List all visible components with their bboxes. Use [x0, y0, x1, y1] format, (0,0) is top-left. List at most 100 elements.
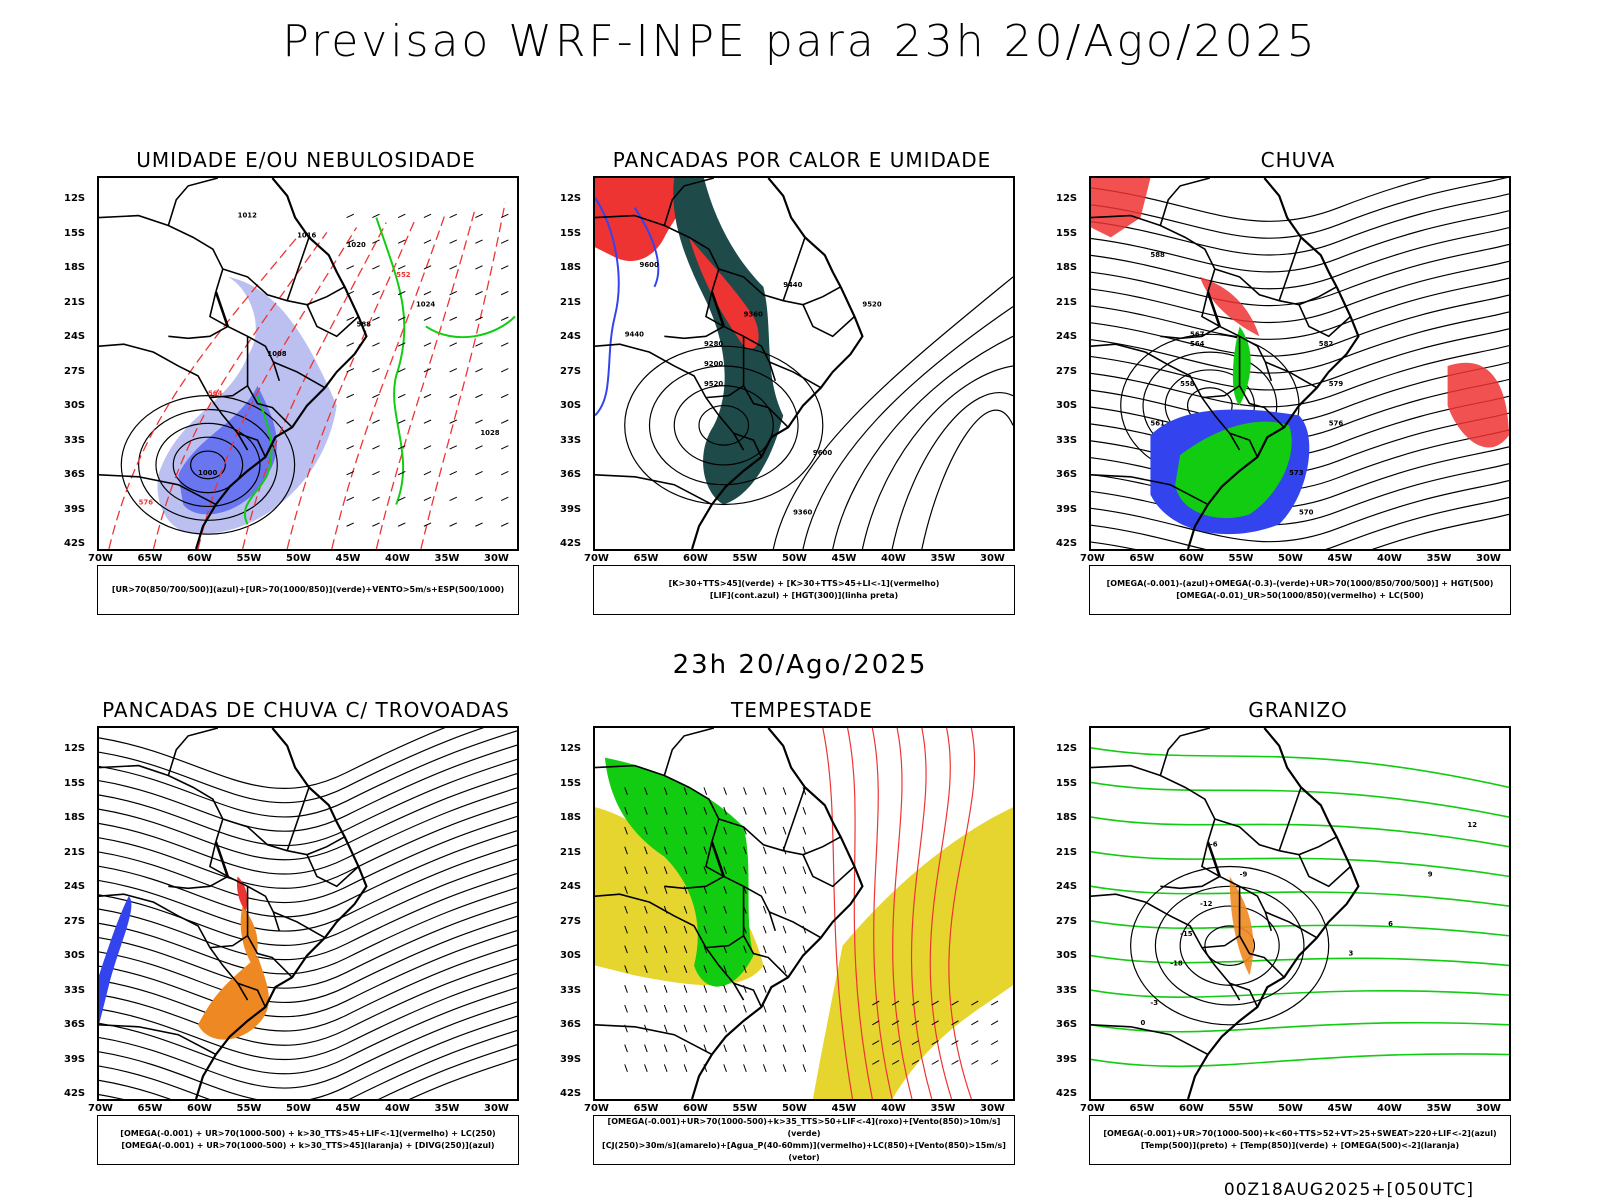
- lat-tick-label: 42S: [560, 538, 582, 549]
- contour-label: 1000: [198, 469, 217, 477]
- wind-vector: [723, 1044, 727, 1053]
- lon-tick-label: 55W: [236, 1103, 262, 1114]
- wind-vector: [644, 826, 648, 835]
- wind-vector: [500, 239, 509, 244]
- wind-vector: [762, 886, 767, 894]
- streamline: [99, 773, 517, 861]
- contour-label: 3: [1349, 950, 1354, 958]
- lat-tick-label: 12S: [560, 193, 582, 204]
- wind-vector: [762, 925, 767, 934]
- state-border: [1298, 854, 1352, 888]
- temperature-850-contour: [1091, 781, 1509, 818]
- lon-tick-label: 70W: [88, 553, 113, 564]
- geopotential-contour: [772, 276, 1013, 549]
- wind-vector: [723, 965, 727, 974]
- contour-label: 1028: [480, 429, 499, 437]
- state-border: [167, 178, 219, 226]
- streamline: [1091, 210, 1509, 273]
- streamline: [99, 1044, 517, 1099]
- streamline: [1091, 496, 1509, 549]
- lat-tick-label: 21S: [64, 296, 86, 308]
- wind-vector: [475, 368, 483, 373]
- temperature-850-contour: [1091, 954, 1509, 967]
- contour-label: -15: [1180, 930, 1193, 938]
- state-border: [222, 268, 346, 306]
- lon-tick-label: 65W: [1129, 1103, 1155, 1114]
- wind-vector: [743, 1044, 747, 1053]
- wind-vector: [372, 316, 380, 321]
- lon-tick-label: 60W: [1179, 553, 1204, 564]
- legend-line-1: [OMEGA(-0.001)-(azul)+OMEGA(-0.3)-(verde…: [1106, 579, 1494, 588]
- thickness-line: [375, 207, 477, 549]
- wind-vector: [990, 1040, 999, 1046]
- lon-tick-label: 65W: [633, 553, 659, 564]
- state-border: [1229, 432, 1259, 458]
- state-border: [595, 474, 713, 506]
- streamline: [99, 815, 517, 904]
- panel-title: PANCADAS DE CHUVA C/ TROVOADAS: [102, 698, 510, 722]
- panel-title: TEMPESTADE: [731, 698, 873, 722]
- state-border: [1265, 361, 1318, 389]
- lat-tick-label: 21S: [560, 846, 582, 858]
- thickness-line: [152, 232, 328, 549]
- wind-vector: [397, 342, 406, 347]
- contour-label: 1008: [267, 350, 286, 358]
- wind-vector: [423, 239, 432, 244]
- wind-vector: [624, 965, 628, 974]
- wind-vector: [500, 213, 509, 219]
- wind-vector: [500, 471, 509, 476]
- wind-vector: [397, 239, 406, 244]
- humidity-contour-green: [375, 217, 406, 505]
- streamline: [1091, 260, 1509, 324]
- lat-tick-label: 30S: [64, 950, 86, 961]
- lat-tick-label: 21S: [1056, 846, 1078, 858]
- wind-vector: [762, 985, 767, 993]
- rain-area-red: [1447, 362, 1509, 448]
- lat-tick-label: 27S: [1056, 365, 1078, 377]
- streamline: [99, 1058, 517, 1099]
- wind-vector: [703, 985, 708, 993]
- convection-area-orange: [240, 906, 258, 966]
- wind-vector: [397, 445, 406, 450]
- wind-vector: [891, 1000, 900, 1006]
- state-border: [99, 1024, 217, 1056]
- wind-vector: [663, 925, 668, 934]
- wind-vector: [624, 826, 628, 835]
- state-border: [209, 935, 249, 949]
- temperature-500-contour: [1130, 865, 1330, 1026]
- lat-tick-label: 33S: [1056, 984, 1078, 996]
- wind-vector: [397, 471, 406, 476]
- contour-label: 9440: [783, 281, 802, 289]
- wind-vector: [891, 1020, 900, 1026]
- wind-vector: [802, 886, 807, 894]
- state-border: [664, 325, 725, 340]
- panel-granizo: GRANIZO -6 -9 -12 -15 -18 -3 0 3 6 9 12 [OMEGA(-0.…: [1056, 698, 1538, 1178]
- streamline: [99, 744, 517, 832]
- wind-vector: [683, 806, 688, 815]
- wind-vector: [372, 471, 380, 476]
- map-canvas: -6 -9 -12 -15 -18 -3 0 3 6 9 12: [1091, 728, 1509, 1099]
- lon-tick-label: 70W: [1080, 553, 1105, 564]
- lon-tick-label: 60W: [1179, 1103, 1204, 1114]
- wind-vector: [743, 945, 747, 954]
- lat-tick-label: 12S: [64, 193, 86, 204]
- lat-tick-label: 18S: [64, 812, 86, 823]
- wind-vector: [624, 905, 628, 914]
- streamline-red: [847, 728, 873, 1099]
- country-border: [1206, 291, 1221, 327]
- lon-tick-label: 50W: [1278, 553, 1303, 564]
- wind-vector: [372, 522, 380, 527]
- state-border: [705, 385, 745, 399]
- lat-tick-label: 15S: [560, 777, 582, 789]
- legend-line-1: [OMEGA(-0.001)+UR>70(1000-500)+k<60+TTS>…: [1103, 1129, 1497, 1138]
- streamline: [99, 972, 517, 1061]
- rain-area-red: [1199, 276, 1260, 337]
- map-canvas: 588 582 579 576 573 570 567 564 558 561: [1091, 178, 1509, 549]
- state-border: [237, 982, 267, 1008]
- wind-vector: [703, 1024, 708, 1033]
- wind-vector: [372, 265, 380, 270]
- convection-area-orange: [198, 955, 269, 1040]
- wind-vector: [449, 368, 458, 373]
- lat-tick-label: 33S: [560, 434, 582, 446]
- lon-tick-label: 50W: [286, 553, 311, 564]
